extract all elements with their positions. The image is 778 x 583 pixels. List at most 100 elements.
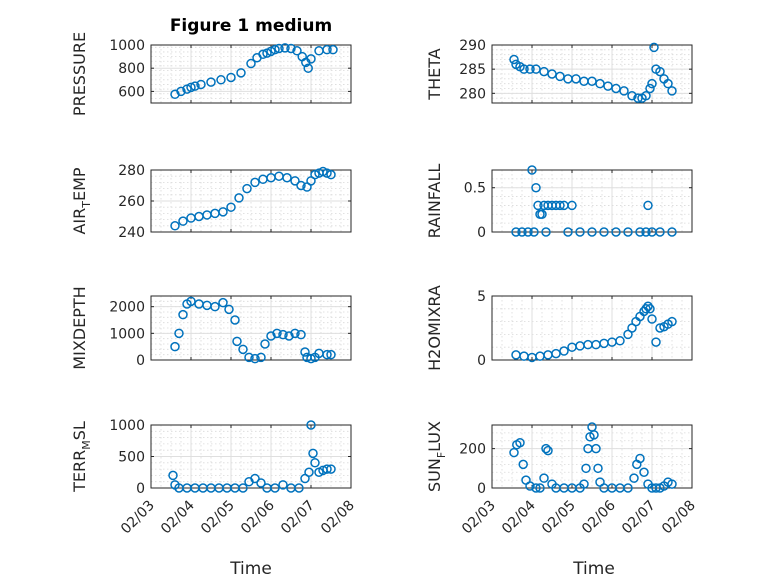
data-point <box>615 336 625 346</box>
data-point <box>531 483 541 493</box>
data-point <box>667 479 677 489</box>
data-point <box>326 349 336 360</box>
data-point <box>655 323 665 333</box>
data-point <box>533 200 543 211</box>
data-point <box>322 349 332 360</box>
data-point <box>641 91 651 101</box>
data-point <box>170 221 180 231</box>
data-point <box>541 227 551 237</box>
data-point <box>202 210 212 220</box>
y-axis-label: THETA <box>425 48 444 100</box>
data-point <box>537 209 547 220</box>
y-tick-label: 0 <box>477 225 486 241</box>
data-point <box>599 227 609 237</box>
data-point <box>529 227 539 237</box>
data-point <box>303 63 313 73</box>
data-point <box>230 315 240 325</box>
y-tick-label: 800 <box>118 61 145 77</box>
data-point <box>643 200 653 211</box>
data-point <box>290 176 300 186</box>
data-point <box>651 337 661 347</box>
data-point <box>589 430 599 440</box>
data-point <box>210 301 220 312</box>
y-tick-label: 200 <box>459 442 486 458</box>
axes-frame <box>150 44 352 104</box>
data-point <box>282 173 292 183</box>
data-point <box>575 227 585 237</box>
data-point <box>196 79 206 90</box>
data-point <box>274 43 284 54</box>
data-point <box>176 86 186 97</box>
data-point <box>525 64 535 74</box>
data-point <box>645 304 655 314</box>
data-point <box>256 478 266 488</box>
data-point <box>667 86 677 96</box>
data-point <box>519 64 529 74</box>
data-point <box>635 227 645 237</box>
axes-frame <box>491 424 693 489</box>
data-point <box>170 341 180 352</box>
subplot-h2omixra: 0 5 H2OMIXRA <box>425 285 693 371</box>
data-point <box>515 437 525 448</box>
data-point <box>511 350 521 360</box>
data-point <box>280 43 290 53</box>
y-tick-label: 260 <box>118 194 145 210</box>
y-tick-label: 280 <box>118 163 145 179</box>
data-point <box>202 300 212 311</box>
x-tick-label: 02/06 <box>238 497 278 537</box>
data-point <box>218 207 228 217</box>
y-tick-label: 0.5 <box>464 181 486 197</box>
x-tick-label: 02/03 <box>459 498 499 538</box>
x-tick-label: 02/07 <box>619 498 659 538</box>
data-point <box>270 44 280 55</box>
y-tick-label: 500 <box>118 450 145 466</box>
data-point <box>178 216 188 226</box>
data-point <box>641 304 651 314</box>
data-point <box>238 344 248 355</box>
data-point <box>645 83 655 94</box>
data-point <box>623 483 633 493</box>
data-point <box>218 297 228 308</box>
data-point <box>639 467 649 477</box>
data-point <box>236 68 246 78</box>
figure-title: Figure 1 medium <box>170 16 332 36</box>
data-point <box>535 483 545 493</box>
y-tick-label: 280 <box>459 86 486 102</box>
data-point <box>260 339 270 349</box>
data-point <box>216 75 226 85</box>
data-point <box>655 227 665 237</box>
x-tick-label: 02/04 <box>158 497 198 537</box>
data-point <box>543 445 553 456</box>
x-tick-label: 02/08 <box>318 498 358 538</box>
data-point <box>655 66 665 77</box>
y-axis-label: SUNFLUX <box>425 421 448 492</box>
data-point <box>643 301 653 311</box>
data-point <box>232 336 242 347</box>
data-point <box>310 458 320 468</box>
data-point <box>278 329 288 340</box>
data-point <box>290 328 300 339</box>
data-point <box>555 200 565 211</box>
data-point <box>627 91 637 101</box>
x-tick-label: 02/04 <box>499 497 539 537</box>
data-point <box>238 483 248 493</box>
data-point <box>250 353 260 364</box>
data-point <box>308 448 318 459</box>
subplot-grid: 600 800 1000 PRESSURE 280 285 290 THETA 240 260 28… <box>70 32 699 537</box>
y-tick-label: 1000 <box>109 418 145 434</box>
data-point <box>190 81 200 91</box>
data-point <box>278 480 288 490</box>
data-point <box>593 463 603 474</box>
data-point <box>322 44 332 55</box>
x-tick-label: 02/08 <box>659 498 699 538</box>
y-tick-label: 1000 <box>109 326 145 342</box>
subplot-air-temp: 240 260 280 AIRTEMP <box>70 163 352 241</box>
data-point <box>292 46 302 56</box>
y-tick-label: 600 <box>118 84 145 100</box>
y-axis-label: PRESSURE <box>70 32 89 116</box>
x-axis-label-left: Time <box>229 559 272 579</box>
y-axis-label: MIXDEPTH <box>70 286 89 369</box>
data-point <box>168 470 178 481</box>
data-point <box>663 78 673 89</box>
data-point <box>244 352 254 363</box>
